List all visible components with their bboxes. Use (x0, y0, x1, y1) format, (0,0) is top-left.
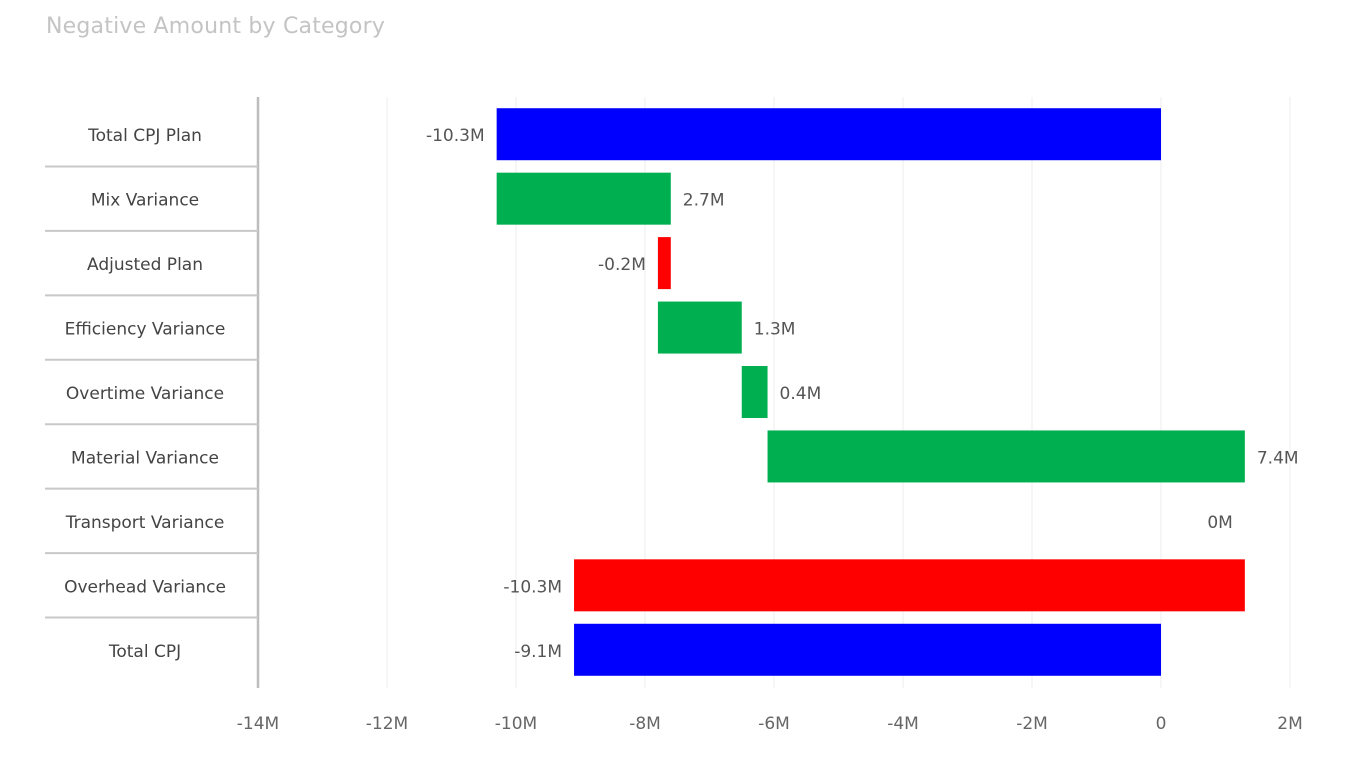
bar-increase (657, 301, 742, 354)
x-tick-label: -12M (366, 714, 408, 734)
bar-increase (767, 430, 1245, 483)
category-label: Efficiency Variance (65, 320, 226, 340)
data-label: 0.4M (780, 384, 822, 404)
category-label: Total CPJ (108, 642, 181, 662)
chart-title: Negative Amount by Category (46, 14, 386, 39)
data-label: 0M (1207, 513, 1232, 533)
data-label: 1.3M (754, 320, 796, 340)
data-label: -10.3M (503, 577, 562, 597)
data-label: -10.3M (426, 126, 485, 146)
data-label: 7.4M (1257, 448, 1299, 468)
bar-decrease (657, 237, 671, 290)
category-label: Overhead Variance (64, 577, 226, 597)
category-label: Adjusted Plan (87, 255, 203, 275)
x-tick-label: -2M (1016, 714, 1048, 734)
category-label: Total CPJ Plan (87, 126, 202, 146)
category-label: Transport Variance (65, 513, 225, 533)
category-label: Overtime Variance (66, 384, 224, 404)
x-tick-label: -6M (758, 714, 790, 734)
category-label: Material Variance (71, 448, 219, 468)
bar-decrease (574, 559, 1245, 612)
x-tick-label: -10M (495, 714, 537, 734)
x-tick-label: 0 (1156, 714, 1167, 734)
data-label: -9.1M (514, 642, 562, 662)
category-label: Mix Variance (91, 191, 199, 211)
x-tick-label: -8M (629, 714, 661, 734)
bar-total (496, 108, 1161, 161)
x-tick-label: -14M (237, 714, 279, 734)
bar-total (574, 623, 1161, 676)
x-tick-label: -4M (887, 714, 919, 734)
bar-increase (741, 366, 768, 418)
data-label: 2.7M (683, 191, 725, 211)
x-tick-label: 2M (1277, 714, 1302, 734)
data-label: -0.2M (598, 255, 646, 275)
bar-increase (496, 172, 671, 225)
